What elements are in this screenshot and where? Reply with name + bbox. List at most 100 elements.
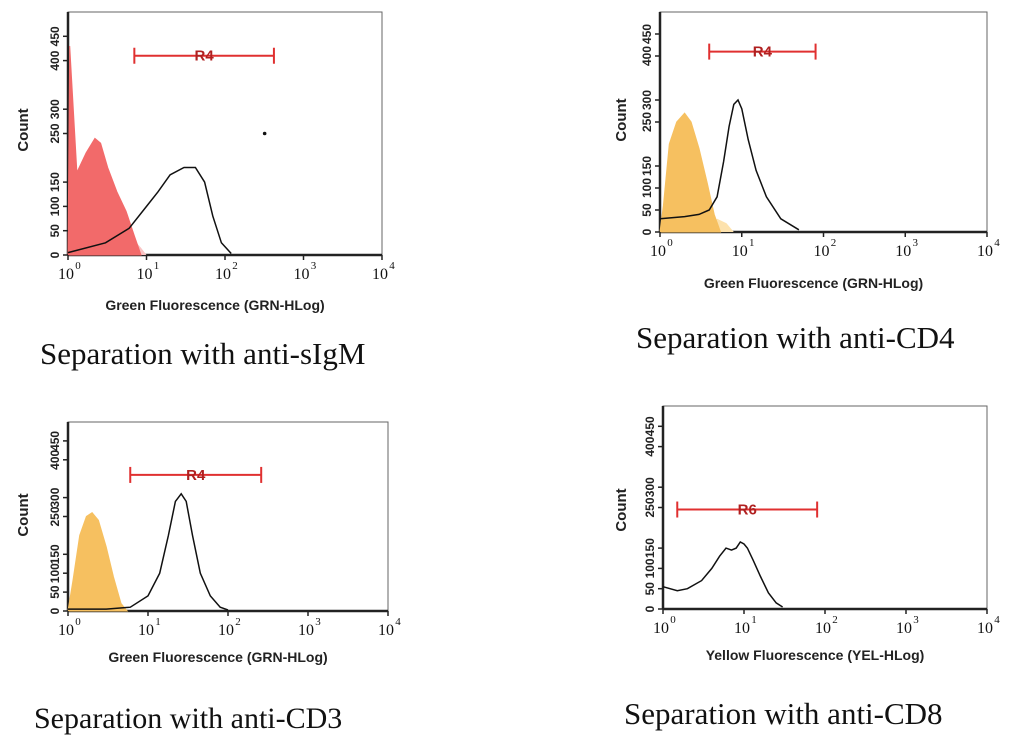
x-tick-label: 10: [298, 622, 314, 639]
x-tick-label: 10: [294, 266, 310, 283]
x-tick-label: 10: [895, 243, 911, 260]
panel-caption: Separation with anti-CD8: [624, 696, 943, 731]
y-tick-label: 300: [48, 99, 62, 119]
x-tick-label: 10: [896, 620, 912, 637]
panel-caption: Separation with anti-CD3: [34, 702, 342, 735]
x-axis-label: Green Fluorescence (GRN-HLog): [704, 275, 923, 291]
y-tick-label: 250: [48, 123, 62, 143]
y-tick-label: 450: [643, 416, 657, 436]
y-tick-label: 400: [48, 449, 62, 469]
x-tick-label: 10: [977, 243, 993, 260]
y-tick-label: 300: [48, 487, 62, 507]
y-tick-label: 0: [48, 607, 62, 614]
y-tick-label: 0: [640, 228, 654, 235]
gate-label: R4: [195, 48, 215, 65]
sample-histogram-line: [67, 166, 232, 255]
y-tick-label: 300: [643, 477, 657, 497]
y-axis-label: Count: [15, 108, 32, 151]
x-tick-exponent: 0: [75, 260, 81, 272]
y-tick-label: 250: [643, 497, 657, 517]
sample-histogram-line: [68, 492, 229, 611]
gate-label: R4: [186, 467, 206, 484]
x-tick-label: 10: [137, 266, 153, 283]
y-tick-label: 450: [640, 24, 654, 44]
y-tick-label: 450: [48, 431, 62, 451]
x-axis-label: Green Fluorescence (GRN-HLog): [105, 297, 324, 313]
x-tick-label: 10: [977, 620, 993, 637]
y-axis-label: Count: [15, 493, 32, 536]
x-tick-label: 10: [732, 243, 748, 260]
y-tick-label: 150: [640, 156, 654, 176]
y-tick-label: 0: [48, 251, 62, 258]
x-axis-label: Green Fluorescence (GRN-HLog): [108, 649, 327, 665]
y-tick-label: 100: [48, 196, 62, 216]
x-tick-exponent: 1: [154, 260, 160, 272]
y-tick-label: 150: [48, 172, 62, 192]
y-tick-label: 250: [48, 506, 62, 526]
x-tick-exponent: 2: [232, 260, 238, 272]
y-tick-label: 400: [48, 50, 62, 70]
x-tick-label: 10: [372, 266, 388, 283]
control-histogram: [67, 512, 129, 612]
x-tick-label: 10: [378, 622, 394, 639]
x-tick-exponent: 4: [994, 614, 1000, 626]
y-tick-label: 400: [640, 46, 654, 66]
x-tick-exponent: 2: [235, 616, 241, 628]
y-tick-label: 50: [48, 224, 62, 238]
y-tick-label: 100: [640, 178, 654, 198]
x-tick-label: 10: [58, 622, 74, 639]
y-axis-label: Count: [613, 98, 630, 141]
x-tick-label: 10: [58, 266, 74, 283]
x-tick-exponent: 3: [311, 260, 317, 272]
control-histogram: [659, 112, 722, 233]
x-axis-label: Yellow Fluorescence (YEL-HLog): [706, 647, 925, 663]
x-tick-label: 10: [653, 620, 669, 637]
x-tick-label: 10: [734, 620, 750, 637]
x-tick-label: 10: [815, 620, 831, 637]
y-tick-label: 250: [640, 112, 654, 132]
x-tick-exponent: 1: [749, 237, 755, 249]
plot-area: [67, 421, 389, 612]
y-tick-label: 150: [48, 544, 62, 564]
plot-area: [659, 11, 988, 233]
gate-label: R4: [753, 44, 773, 61]
x-tick-label: 10: [138, 622, 154, 639]
x-tick-label: 10: [215, 266, 231, 283]
sample-histogram-line: [662, 541, 784, 608]
x-tick-exponent: 4: [389, 260, 395, 272]
sample-histogram-line: [659, 98, 800, 231]
x-tick-label: 10: [218, 622, 234, 639]
y-tick-label: 0: [643, 605, 657, 612]
x-tick-exponent: 0: [667, 237, 673, 249]
x-tick-exponent: 4: [994, 237, 1000, 249]
x-tick-exponent: 3: [913, 237, 919, 249]
y-axis-label: Count: [613, 488, 630, 531]
x-tick-label: 10: [650, 243, 666, 260]
x-tick-exponent: 4: [395, 616, 401, 628]
y-tick-label: 50: [643, 582, 657, 596]
x-tick-exponent: 2: [831, 237, 837, 249]
x-tick-exponent: 3: [315, 616, 321, 628]
y-tick-label: 400: [643, 436, 657, 456]
y-tick-label: 50: [640, 203, 654, 217]
y-tick-label: 450: [48, 26, 62, 46]
x-tick-exponent: 2: [832, 614, 838, 626]
control-histogram: [67, 45, 142, 256]
panel-caption: Separation with anti-sIgM: [40, 336, 365, 371]
y-tick-label: 150: [643, 538, 657, 558]
x-tick-exponent: 0: [75, 616, 81, 628]
x-tick-exponent: 1: [751, 614, 757, 626]
y-tick-label: 100: [643, 558, 657, 578]
plot-area: [662, 405, 988, 610]
x-tick-exponent: 3: [913, 614, 919, 626]
data-dot: [262, 131, 267, 136]
x-tick-label: 10: [814, 243, 830, 260]
x-tick-exponent: 0: [670, 614, 676, 626]
y-tick-label: 50: [48, 585, 62, 599]
gate-label: R6: [738, 502, 757, 519]
